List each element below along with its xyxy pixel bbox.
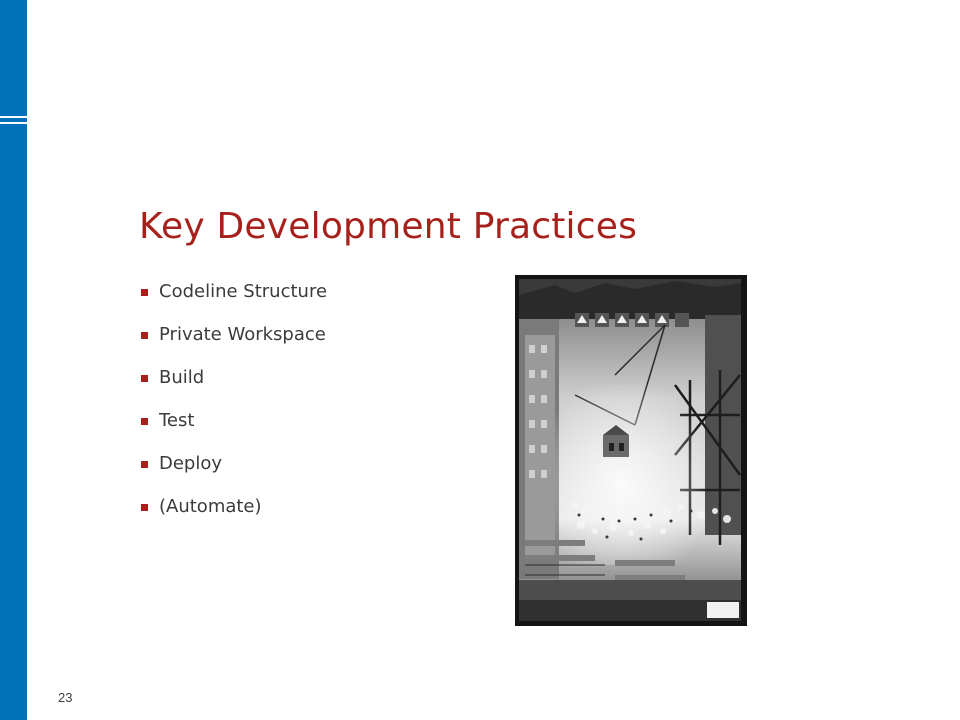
- bullet-text: Private Workspace: [159, 324, 326, 345]
- bullet-item: Deploy: [141, 452, 327, 495]
- bullet-square-icon: [141, 504, 148, 511]
- bullet-text: (Automate): [159, 496, 262, 517]
- bullet-square-icon: [141, 332, 148, 339]
- bullet-square-icon: [141, 375, 148, 382]
- accent-bar-left: [0, 124, 27, 720]
- bullet-item: Codeline Structure: [141, 280, 327, 323]
- bullet-item: (Automate): [141, 495, 327, 538]
- slide-title: Key Development Practices: [139, 206, 638, 247]
- bullet-list: Codeline Structure Private Workspace Bui…: [141, 280, 327, 538]
- construction-site-photo: [515, 275, 747, 626]
- bullet-text: Deploy: [159, 453, 223, 474]
- bullet-square-icon: [141, 289, 148, 296]
- accent-bar-top: [0, 0, 27, 116]
- page-number: 23: [58, 690, 73, 705]
- bullet-text: Test: [159, 410, 195, 431]
- bullet-text: Codeline Structure: [159, 281, 328, 302]
- bullet-text: Build: [159, 367, 205, 388]
- bullet-item: Build: [141, 366, 327, 409]
- bullet-item: Private Workspace: [141, 323, 327, 366]
- bullet-square-icon: [141, 461, 148, 468]
- bullet-square-icon: [141, 418, 148, 425]
- accent-divider: [0, 118, 27, 122]
- bullet-item: Test: [141, 409, 327, 452]
